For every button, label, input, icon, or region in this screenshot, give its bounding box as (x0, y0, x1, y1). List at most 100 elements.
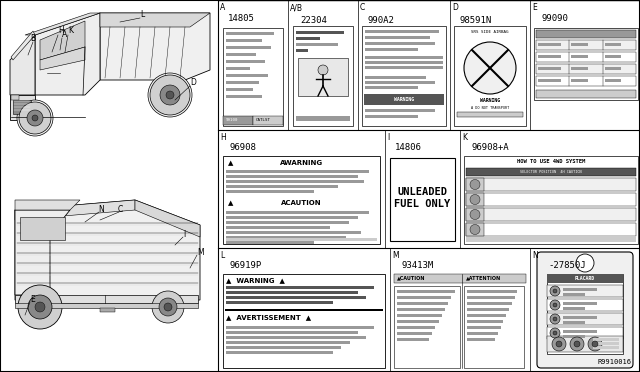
Text: 96908+A: 96908+A (472, 143, 509, 152)
Text: L: L (220, 251, 224, 260)
Bar (547, 299, 623, 311)
Bar (467, 308, 509, 311)
Text: L: L (140, 10, 144, 19)
Bar (364, 94, 444, 105)
Bar (397, 314, 442, 317)
Bar (397, 296, 451, 299)
Bar (365, 56, 443, 59)
Bar (223, 274, 385, 368)
Circle shape (160, 85, 180, 105)
Bar (572, 67, 588, 70)
Bar (464, 286, 524, 368)
Bar (467, 326, 500, 329)
Polygon shape (15, 200, 135, 220)
Bar (547, 313, 623, 325)
Bar (0, 0, 218, 372)
Bar (466, 168, 636, 176)
Bar (15, 295, 198, 303)
Bar (226, 185, 338, 187)
Bar (538, 67, 561, 70)
Text: A: A (220, 3, 225, 12)
Circle shape (464, 42, 516, 94)
Text: A: A (62, 30, 67, 39)
Bar (466, 223, 484, 236)
Bar (466, 223, 636, 236)
Text: I: I (387, 133, 389, 142)
Bar (365, 115, 418, 118)
Bar (296, 37, 320, 40)
Bar (467, 290, 517, 293)
Bar (466, 208, 636, 221)
Bar (296, 31, 344, 34)
Polygon shape (35, 13, 100, 95)
Bar (226, 241, 314, 244)
Bar (536, 90, 636, 98)
Text: C: C (360, 3, 365, 12)
Polygon shape (15, 210, 70, 295)
Text: D: D (190, 78, 196, 87)
Bar (226, 95, 262, 97)
Text: 96919P: 96919P (230, 261, 262, 270)
Bar (365, 42, 435, 45)
Bar (226, 67, 250, 70)
Polygon shape (20, 217, 65, 240)
Text: 96908: 96908 (230, 143, 257, 152)
Polygon shape (10, 35, 35, 95)
Text: HOW TO USE 4WD SYSTEM: HOW TO USE 4WD SYSTEM (517, 159, 585, 164)
Text: 93413M: 93413M (402, 261, 435, 270)
Bar (593, 342, 619, 345)
Bar (538, 79, 561, 82)
Circle shape (550, 328, 560, 338)
Bar (13, 100, 31, 114)
Text: H: H (58, 26, 64, 35)
Bar (547, 285, 623, 297)
Bar (563, 307, 586, 310)
Bar (563, 288, 596, 291)
Text: FUEL ONLY: FUEL ONLY (394, 199, 451, 208)
Bar (563, 335, 586, 338)
Bar (296, 43, 338, 46)
Circle shape (550, 286, 560, 296)
Circle shape (553, 303, 557, 307)
Polygon shape (10, 95, 35, 120)
Text: WARNING: WARNING (480, 98, 500, 103)
Circle shape (318, 65, 328, 75)
Text: A DO NOT TRANSPORT: A DO NOT TRANSPORT (471, 106, 509, 110)
Circle shape (148, 73, 192, 117)
Bar (464, 156, 638, 244)
Bar (467, 302, 512, 305)
Circle shape (553, 331, 557, 335)
Bar (563, 321, 586, 324)
Text: N: N (98, 205, 104, 214)
Bar (226, 81, 259, 83)
Polygon shape (40, 47, 85, 70)
Bar (365, 61, 443, 64)
Bar (563, 293, 586, 296)
Bar (397, 332, 432, 335)
Bar (226, 53, 256, 55)
Bar (298, 58, 348, 96)
Bar (226, 231, 362, 234)
Text: UNLEADED: UNLEADED (397, 186, 447, 196)
Circle shape (152, 291, 184, 323)
Bar (226, 39, 262, 42)
Polygon shape (15, 200, 80, 210)
Bar (223, 28, 283, 126)
Bar (547, 327, 623, 339)
Circle shape (576, 254, 594, 272)
Circle shape (470, 195, 480, 205)
Polygon shape (135, 200, 200, 237)
Bar (390, 158, 455, 241)
Circle shape (470, 209, 480, 219)
Text: K: K (462, 133, 467, 142)
Bar (226, 331, 358, 334)
Bar (536, 52, 636, 62)
Text: AWARNING: AWARNING (280, 160, 323, 166)
Bar (466, 178, 484, 191)
Circle shape (556, 341, 562, 347)
Circle shape (27, 110, 43, 126)
Text: 99100: 99100 (226, 118, 239, 122)
Bar (223, 156, 380, 244)
Bar (397, 290, 454, 293)
Bar (226, 175, 358, 177)
